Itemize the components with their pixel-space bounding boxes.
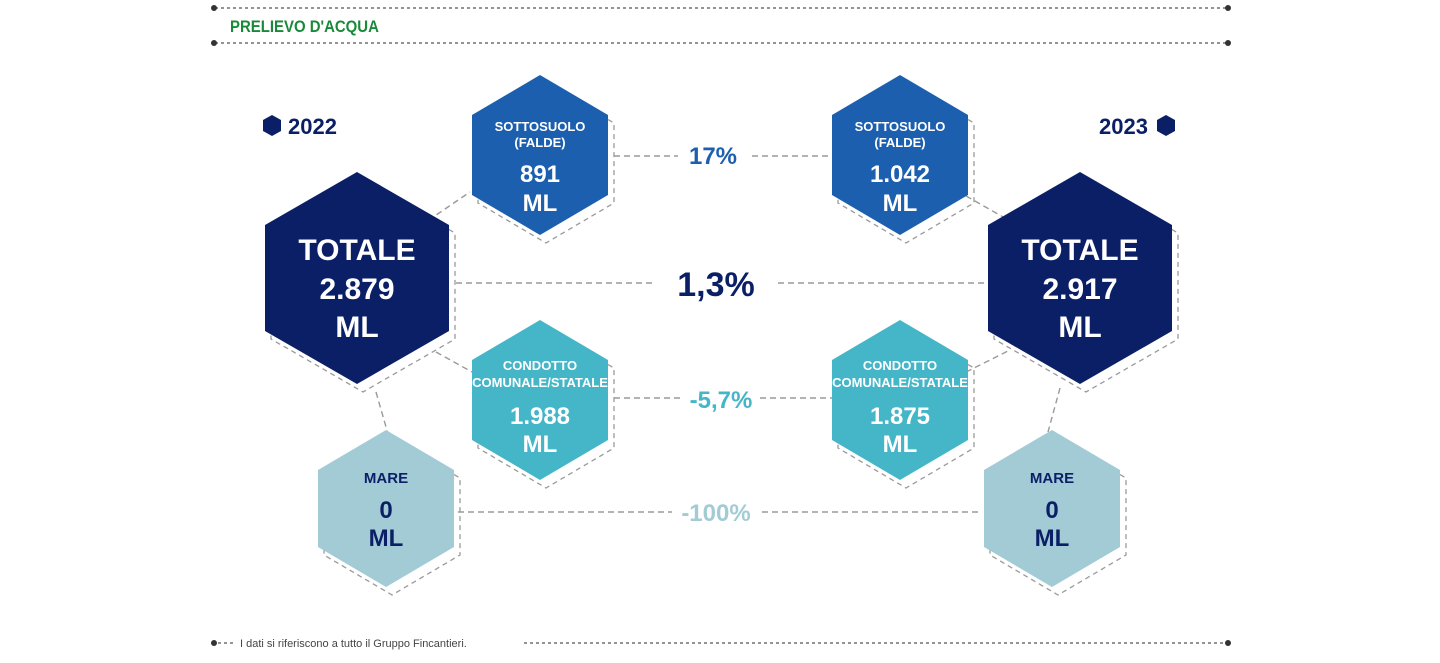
- footer: I dati si riferiscono a tutto il Gruppo …: [211, 638, 1231, 650]
- rule-dot: [1225, 640, 1231, 646]
- mare-label: MARE: [364, 470, 408, 487]
- header: [215, 7, 1226, 44]
- change-totale: 1,3%: [677, 266, 755, 304]
- rule-dot: [211, 5, 217, 11]
- mare-label: MARE: [1030, 470, 1074, 487]
- sottosuolo-unit: ML: [883, 190, 918, 217]
- change-condotto: -5,7%: [690, 387, 753, 414]
- condotto-sublabel: COMUNALE/STATALE: [472, 375, 608, 390]
- hexagon-totale-2022: TOTALE 2.879 ML: [265, 172, 456, 393]
- sottosuolo-unit: ML: [523, 190, 558, 217]
- hexagon-condotto-2022: CONDOTTO COMUNALE/STATALE 1.988 ML: [472, 320, 615, 489]
- year-2022-label: 2022: [288, 114, 337, 139]
- year-2023-label: 2023: [1099, 114, 1148, 139]
- condotto-unit: ML: [883, 431, 918, 458]
- condotto-value: 1.988: [510, 403, 570, 430]
- rule-dot: [1225, 40, 1231, 46]
- footer-note: I dati si riferiscono a tutto il Gruppo …: [240, 638, 467, 650]
- hexagon-sottosuolo-2022: SOTTOSUOLO (FALDE) 891 ML: [472, 75, 615, 244]
- totale-value: 2.917: [1042, 273, 1117, 306]
- hexagon-mare-2023: MARE 0 ML: [984, 430, 1127, 596]
- condotto-unit: ML: [523, 431, 558, 458]
- change-sottosuolo: 17%: [689, 143, 737, 170]
- condotto-label: CONDOTTO: [503, 358, 577, 373]
- condotto-sublabel: COMUNALE/STATALE: [832, 375, 968, 390]
- totale-value: 2.879: [319, 273, 394, 306]
- sottosuolo-value: 891: [520, 161, 560, 188]
- condotto-value: 1.875: [870, 403, 930, 430]
- mare-unit: ML: [1035, 525, 1070, 552]
- hexagon-mare-2022: MARE 0 ML: [318, 430, 461, 596]
- totale-label: TOTALE: [1021, 234, 1138, 267]
- sottosuolo-label: SOTTOSUOLO: [495, 119, 586, 134]
- mare-unit: ML: [369, 525, 404, 552]
- sottosuolo-sublabel: (FALDE): [514, 135, 565, 150]
- sottosuolo-value: 1.042: [870, 161, 930, 188]
- hexagon-totale-2023: TOTALE 2.917 ML: [988, 172, 1179, 393]
- totale-unit: ML: [335, 311, 378, 344]
- rule-dot: [211, 40, 217, 46]
- connectors: [375, 155, 1061, 513]
- mare-value: 0: [379, 497, 392, 524]
- hexagon-sottosuolo-2023: SOTTOSUOLO (FALDE) 1.042 ML: [832, 75, 975, 244]
- totale-unit: ML: [1058, 311, 1101, 344]
- hexagon-condotto-2023: CONDOTTO COMUNALE/STATALE 1.875 ML: [832, 320, 975, 489]
- page-title: PRELIEVO D'ACQUA: [230, 18, 379, 36]
- sottosuolo-label: SOTTOSUOLO: [855, 119, 946, 134]
- rule-dot: [211, 640, 217, 646]
- condotto-label: CONDOTTO: [863, 358, 937, 373]
- mare-value: 0: [1045, 497, 1058, 524]
- rule-dot: [1225, 5, 1231, 11]
- change-mare: -100%: [681, 500, 750, 527]
- totale-label: TOTALE: [298, 234, 415, 267]
- hexagon-bullet-icon: [263, 115, 281, 136]
- sottosuolo-sublabel: (FALDE): [874, 135, 925, 150]
- hexagon-bullet-icon: [1157, 115, 1175, 136]
